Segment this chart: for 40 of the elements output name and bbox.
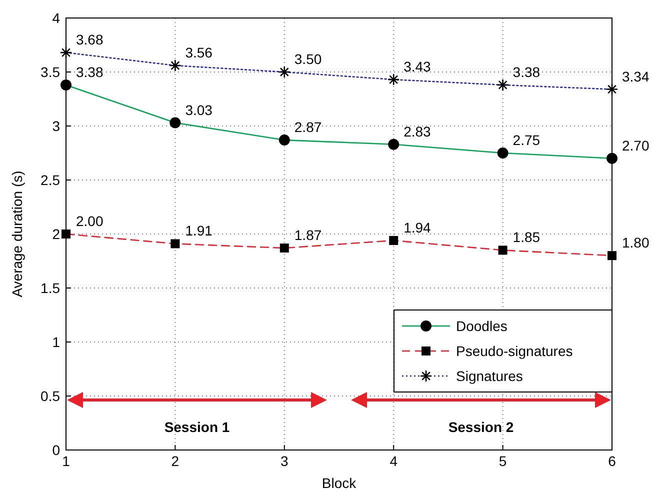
y-tick-label: 4 (52, 10, 60, 26)
y-tick-label: 1 (52, 334, 60, 350)
data-label: 1.91 (185, 222, 213, 239)
annotation: Session 2 (448, 419, 514, 435)
data-label: 3.43 (404, 58, 432, 75)
data-label: 1.94 (404, 219, 432, 236)
data-label: 3.34 (622, 68, 650, 84)
y-tick-label: 1.5 (40, 280, 60, 296)
x-axis-title: Block (322, 475, 358, 491)
y-tick-label: 3.5 (40, 64, 60, 80)
data-label: 3.68 (76, 32, 104, 48)
data-label: 2.75 (512, 132, 540, 148)
y-tick-label: 2.5 (40, 172, 60, 188)
x-tick-label: 1 (62, 453, 70, 469)
y-tick-label: 2 (52, 226, 60, 242)
data-label: 3.50 (294, 51, 322, 67)
data-label: 2.83 (404, 123, 432, 140)
y-tick-label: 0 (52, 442, 60, 458)
legend-label: Signatures (456, 368, 523, 384)
legend-label: Pseudo-signatures (456, 343, 573, 359)
x-tick-label: 2 (171, 453, 180, 469)
x-tick-label: 4 (390, 453, 398, 469)
data-label: 2.00 (76, 213, 104, 229)
y-axis-title: Average duration (s) (9, 170, 25, 298)
data-label: 3.38 (512, 64, 540, 80)
x-tick-label: 5 (498, 453, 507, 469)
x-tick-label: 3 (280, 453, 288, 469)
data-label: 1.80 (622, 234, 650, 251)
data-label: 2.70 (622, 137, 650, 154)
data-label: 3.03 (185, 102, 213, 118)
annotation: Session 1 (164, 419, 230, 435)
data-label: 1.85 (512, 229, 540, 246)
x-tick-label: 6 (608, 453, 616, 469)
y-tick-label: 0.5 (40, 388, 60, 404)
data-label: 3.56 (185, 44, 213, 61)
data-label: 3.38 (76, 64, 104, 80)
y-tick-label: 3 (52, 118, 60, 134)
legend-label: Doodles (456, 318, 508, 334)
data-label: 2.87 (294, 119, 322, 136)
data-label: 1.87 (294, 227, 322, 244)
